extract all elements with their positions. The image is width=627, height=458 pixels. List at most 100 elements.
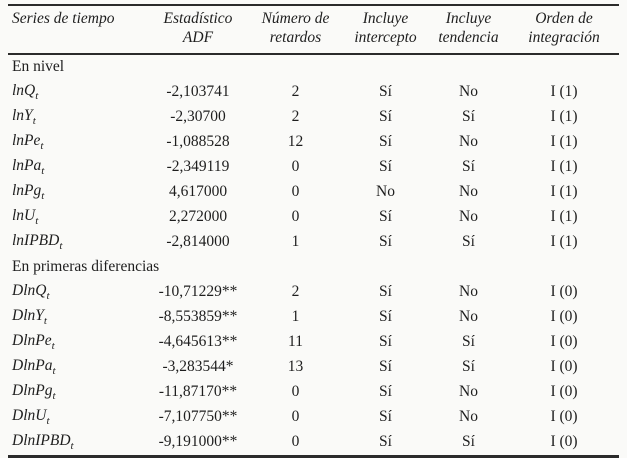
integration-order-cell: I (0)	[550, 358, 578, 376]
trend-cell: Sí	[462, 333, 475, 351]
integration-order-cell: I (1)	[550, 108, 578, 126]
lags-cell: 0	[291, 208, 300, 226]
series-cell: lnIPBDt	[8, 230, 148, 255]
section-label-row: En primeras diferencias	[8, 255, 619, 280]
series-name: lnIPBD	[12, 232, 60, 250]
section-label: En primeras diferencias	[12, 258, 160, 276]
lags-cell: 13	[287, 358, 304, 376]
intercept-cell: No	[376, 183, 395, 201]
table-row: DlnUt -7,107750** 0 Sí No I (0)	[8, 405, 619, 430]
series-cell: DlnQt	[8, 280, 148, 305]
trend-cell: No	[459, 308, 478, 326]
series-name: DlnPe	[12, 332, 52, 350]
series-subscript: t	[52, 390, 56, 403]
trend-cell: Sí	[462, 108, 475, 126]
intercept-cell: Sí	[379, 333, 392, 351]
table-body: En nivel lnQt -2,103741 2 Sí No I (1) lnYt -2,30…	[8, 54, 619, 457]
lags-cell: 2	[291, 108, 300, 126]
series-name: lnPg	[12, 182, 42, 200]
adf-statistic-cell: -2,814000	[166, 233, 230, 251]
series-cell: DlnPat	[8, 355, 148, 380]
intercept-cell: Sí	[379, 158, 392, 176]
integration-order-cell: I (0)	[550, 308, 578, 326]
col-header-series: Series de tiempo	[8, 5, 148, 55]
series-name: DlnPa	[12, 357, 53, 375]
trend-cell: Sí	[462, 433, 475, 451]
adf-statistic-cell: -9,191000**	[158, 433, 238, 451]
table-row: lnPat -2,349119 0 Sí Sí I (1)	[8, 155, 619, 180]
intercept-cell: Sí	[379, 108, 392, 126]
integration-order-cell: I (0)	[550, 333, 578, 351]
lags-cell: 0	[291, 433, 300, 451]
table-row: lnUt 2,272000 0 Sí No I (1)	[8, 205, 619, 230]
series-cell: DlnUt	[8, 405, 148, 430]
adf-statistic-cell: -10,71229**	[158, 283, 238, 301]
lags-cell: 1	[291, 308, 300, 326]
lags-cell: 0	[291, 183, 300, 201]
intercept-cell: Sí	[379, 83, 392, 101]
intercept-cell: Sí	[379, 283, 392, 301]
integration-order-cell: I (1)	[550, 158, 578, 176]
series-subscript: t	[35, 90, 39, 103]
integration-order-cell: I (1)	[550, 83, 578, 101]
table-row: lnYt -2,30700 2 Sí Sí I (1)	[8, 105, 619, 130]
trend-cell: No	[459, 383, 478, 401]
series-name: lnPe	[12, 132, 41, 150]
series-subscript: t	[35, 215, 39, 228]
trend-cell: Sí	[462, 233, 475, 251]
trend-cell: Sí	[462, 158, 475, 176]
table-row: DlnPet -4,645613** 11 Sí Sí I (0)	[8, 330, 619, 355]
integration-order-cell: I (0)	[550, 383, 578, 401]
series-name: lnU	[12, 207, 36, 225]
lags-cell: 2	[291, 283, 300, 301]
series-subscript: t	[59, 240, 63, 253]
adf-statistic-cell: 4,617000	[168, 183, 228, 201]
series-subscript: t	[46, 415, 50, 428]
intercept-cell: Sí	[379, 383, 392, 401]
series-cell: DlnIPBDt	[8, 430, 148, 457]
series-subscript: t	[70, 440, 74, 453]
table-row: DlnQt -10,71229** 2 Sí No I (0)	[8, 280, 619, 305]
adf-statistic-cell: -8,553859**	[158, 308, 238, 326]
adf-statistic-cell: -7,107750**	[158, 408, 238, 426]
integration-order-cell: I (0)	[550, 283, 578, 301]
integration-order-cell: I (1)	[550, 233, 578, 251]
adf-statistic-cell: -2,349119	[166, 158, 230, 176]
lags-cell: 12	[287, 133, 304, 151]
series-subscript: t	[40, 140, 44, 153]
adf-statistic-cell: -2,30700	[170, 108, 226, 126]
integration-order-cell: I (0)	[550, 408, 578, 426]
series-cell: lnPet	[8, 130, 148, 155]
col-header-trend: Incluye tendencia	[428, 5, 509, 55]
lags-cell: 2	[291, 83, 300, 101]
series-name: DlnQ	[12, 282, 47, 300]
intercept-cell: Sí	[379, 208, 392, 226]
series-cell: lnYt	[8, 105, 148, 130]
series-cell: lnUt	[8, 205, 148, 230]
series-name: DlnPg	[12, 382, 53, 400]
lags-cell: 0	[291, 383, 300, 401]
adf-statistic-cell: -1,088528	[166, 133, 230, 151]
col-header-integration-order: Orden de integración	[509, 5, 619, 55]
table-row: lnPgt 4,617000 0 No No I (1)	[8, 180, 619, 205]
lags-cell: 0	[291, 158, 300, 176]
series-name: DlnY	[12, 307, 44, 325]
table-row: DlnYt -8,553859** 1 Sí No I (0)	[8, 305, 619, 330]
adf-statistic-cell: -4,645613**	[158, 333, 238, 351]
col-header-adf-statistic: Estadístico ADF	[148, 5, 248, 55]
intercept-cell: Sí	[379, 408, 392, 426]
series-name: DlnIPBD	[12, 432, 71, 450]
series-cell: lnPat	[8, 155, 148, 180]
section-label-row: En nivel	[8, 54, 619, 80]
col-header-intercept: Incluye intercepto	[343, 5, 428, 55]
intercept-cell: Sí	[379, 133, 392, 151]
series-cell: DlnPgt	[8, 380, 148, 405]
integration-order-cell: I (1)	[550, 208, 578, 226]
series-subscript: t	[51, 340, 55, 353]
series-cell: lnQt	[8, 80, 148, 105]
table-row: DlnPgt -11,87170** 0 Sí No I (0)	[8, 380, 619, 405]
intercept-cell: Sí	[379, 233, 392, 251]
trend-cell: No	[459, 208, 478, 226]
adf-statistic-cell: -3,283544*	[162, 358, 234, 376]
adf-unit-root-table: Series de tiempo Estadístico ADF Número …	[8, 4, 619, 458]
